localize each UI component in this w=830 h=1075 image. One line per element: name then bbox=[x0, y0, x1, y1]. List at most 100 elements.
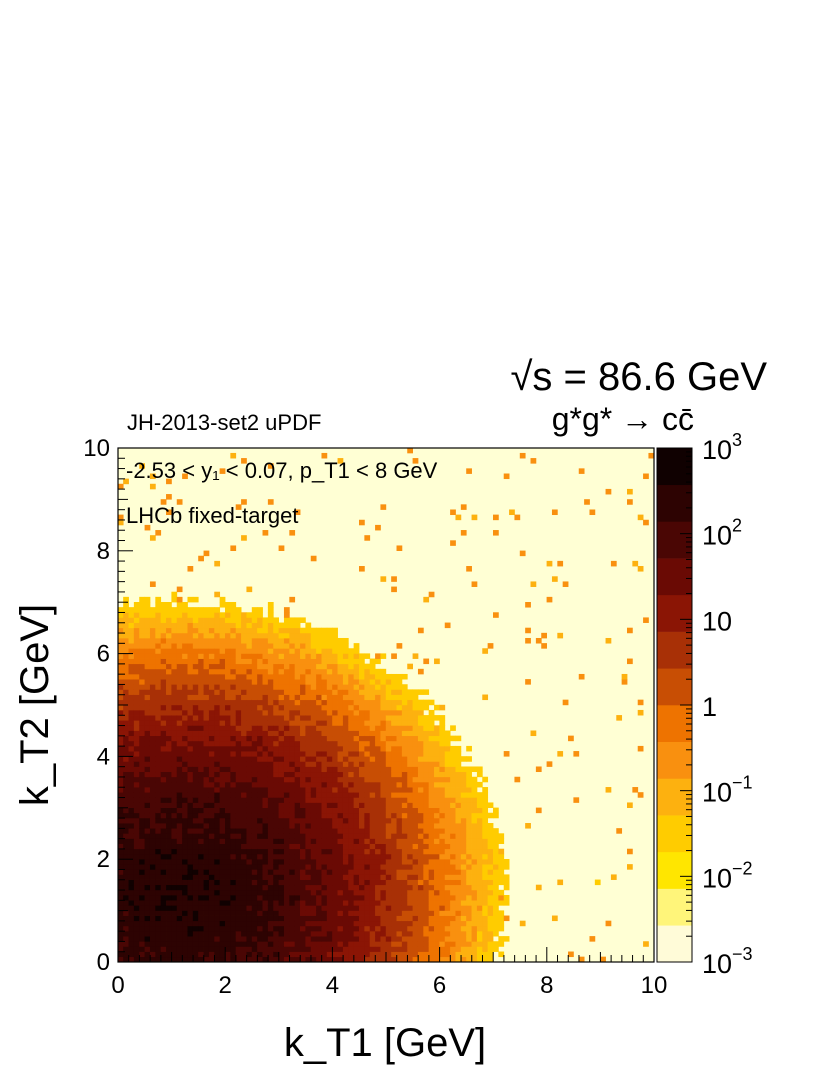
heatmap-cell bbox=[428, 715, 435, 721]
heatmap-cell bbox=[412, 751, 419, 757]
heatmap-cell bbox=[428, 936, 435, 942]
heatmap-cell bbox=[466, 936, 472, 942]
heatmap-cell bbox=[450, 894, 456, 901]
heatmap-cell bbox=[407, 915, 413, 922]
heatmap-cell bbox=[434, 859, 440, 865]
heatmap-cell bbox=[487, 889, 494, 896]
heatmap-cell bbox=[289, 936, 296, 942]
heatmap-cell bbox=[283, 643, 290, 649]
heatmap-cell bbox=[117, 771, 124, 778]
heatmap-cell bbox=[391, 853, 397, 860]
heatmap-cell bbox=[348, 807, 355, 814]
heatmap-cell bbox=[359, 679, 365, 685]
heatmap-cell bbox=[348, 658, 355, 665]
heatmap-cell bbox=[214, 776, 221, 783]
heatmap-cell bbox=[305, 807, 312, 814]
heatmap-cell bbox=[117, 956, 124, 963]
heatmap-cell bbox=[439, 828, 446, 834]
heatmap-cell bbox=[230, 709, 237, 716]
heatmap-cell bbox=[455, 946, 462, 952]
heatmap-cell bbox=[385, 709, 392, 716]
heatmap-cell bbox=[251, 838, 258, 844]
heatmap-cell bbox=[230, 802, 237, 808]
heatmap-cell bbox=[300, 910, 306, 916]
heatmap-cell bbox=[375, 941, 381, 947]
heatmap-cell bbox=[267, 925, 274, 932]
heatmap-cell bbox=[412, 894, 419, 901]
heatmap-cell bbox=[166, 812, 172, 819]
heatmap-cell bbox=[326, 781, 333, 788]
heatmap-cell bbox=[171, 617, 178, 623]
heatmap-cell bbox=[385, 751, 392, 757]
heatmap-cell bbox=[396, 817, 403, 824]
heatmap-cell bbox=[257, 725, 263, 731]
heatmap-cell bbox=[133, 663, 140, 670]
heatmap-cell bbox=[444, 797, 451, 803]
heatmap-cell bbox=[128, 864, 135, 870]
heatmap-cell bbox=[273, 709, 279, 716]
heatmap-cell bbox=[294, 792, 301, 798]
heatmap-cell bbox=[289, 869, 296, 875]
heatmap-cell bbox=[176, 781, 183, 788]
heatmap-cell bbox=[332, 848, 338, 855]
heatmap-cell bbox=[348, 648, 355, 654]
heatmap-cell bbox=[348, 910, 355, 916]
heatmap-cell bbox=[262, 936, 269, 942]
heatmap-cell bbox=[192, 745, 199, 752]
heatmap-cell bbox=[149, 884, 156, 891]
heatmap-cell bbox=[235, 853, 242, 860]
heatmap-cell bbox=[364, 771, 371, 778]
heatmap-cell bbox=[326, 884, 333, 891]
heatmap-cell bbox=[471, 833, 478, 839]
heatmap-cell bbox=[133, 920, 140, 927]
heatmap-cell bbox=[219, 910, 226, 916]
heatmap-cell bbox=[359, 910, 365, 916]
heatmap-cell bbox=[337, 905, 344, 911]
heatmap-cell bbox=[241, 905, 247, 911]
heatmap-cell bbox=[235, 900, 242, 906]
heatmap-cell bbox=[396, 889, 403, 896]
color-scale bbox=[656, 447, 693, 963]
heatmap-cell bbox=[214, 853, 221, 860]
heatmap-cell bbox=[444, 751, 451, 757]
heatmap-cell bbox=[412, 766, 419, 773]
heatmap-cell bbox=[375, 915, 381, 922]
heatmap-cell bbox=[476, 853, 483, 860]
heatmap-cell bbox=[117, 730, 124, 737]
heatmap-cell bbox=[235, 797, 242, 803]
heatmap-cell bbox=[160, 756, 167, 762]
heatmap-cell bbox=[289, 699, 296, 706]
heatmap-cell bbox=[128, 663, 135, 670]
heatmap-cell bbox=[428, 920, 435, 927]
heatmap-cell bbox=[434, 941, 440, 947]
heatmap-cell bbox=[444, 622, 451, 629]
heatmap-cell bbox=[219, 879, 226, 886]
heatmap-cell bbox=[493, 864, 499, 870]
heatmap-cell bbox=[225, 956, 231, 963]
heatmap-cell bbox=[342, 905, 349, 911]
heatmap-cell bbox=[289, 910, 296, 916]
heatmap-cell bbox=[273, 884, 279, 891]
heatmap-cell bbox=[455, 735, 462, 742]
heatmap-cell bbox=[466, 812, 472, 819]
heatmap-cell bbox=[385, 684, 392, 690]
heatmap-cell bbox=[605, 787, 612, 793]
heatmap-cell bbox=[471, 920, 478, 927]
heatmap-cell bbox=[278, 689, 285, 695]
heatmap-cell bbox=[257, 894, 263, 901]
heatmap-cell bbox=[401, 792, 408, 798]
heatmap-cell bbox=[149, 704, 156, 711]
heatmap-cell bbox=[203, 632, 210, 639]
heatmap-cell bbox=[219, 632, 226, 639]
heatmap-cell bbox=[139, 704, 145, 711]
heatmap-cell bbox=[283, 715, 290, 721]
heatmap-cell bbox=[294, 766, 301, 773]
heatmap-cell bbox=[391, 735, 397, 742]
heatmap-cell bbox=[208, 807, 215, 814]
heatmap-cell bbox=[417, 884, 424, 891]
heatmap-cell bbox=[450, 828, 456, 834]
heatmap-cell bbox=[139, 709, 145, 716]
heatmap-cell bbox=[133, 704, 140, 711]
heatmap-cell bbox=[289, 828, 296, 834]
heatmap-cell bbox=[123, 684, 129, 690]
